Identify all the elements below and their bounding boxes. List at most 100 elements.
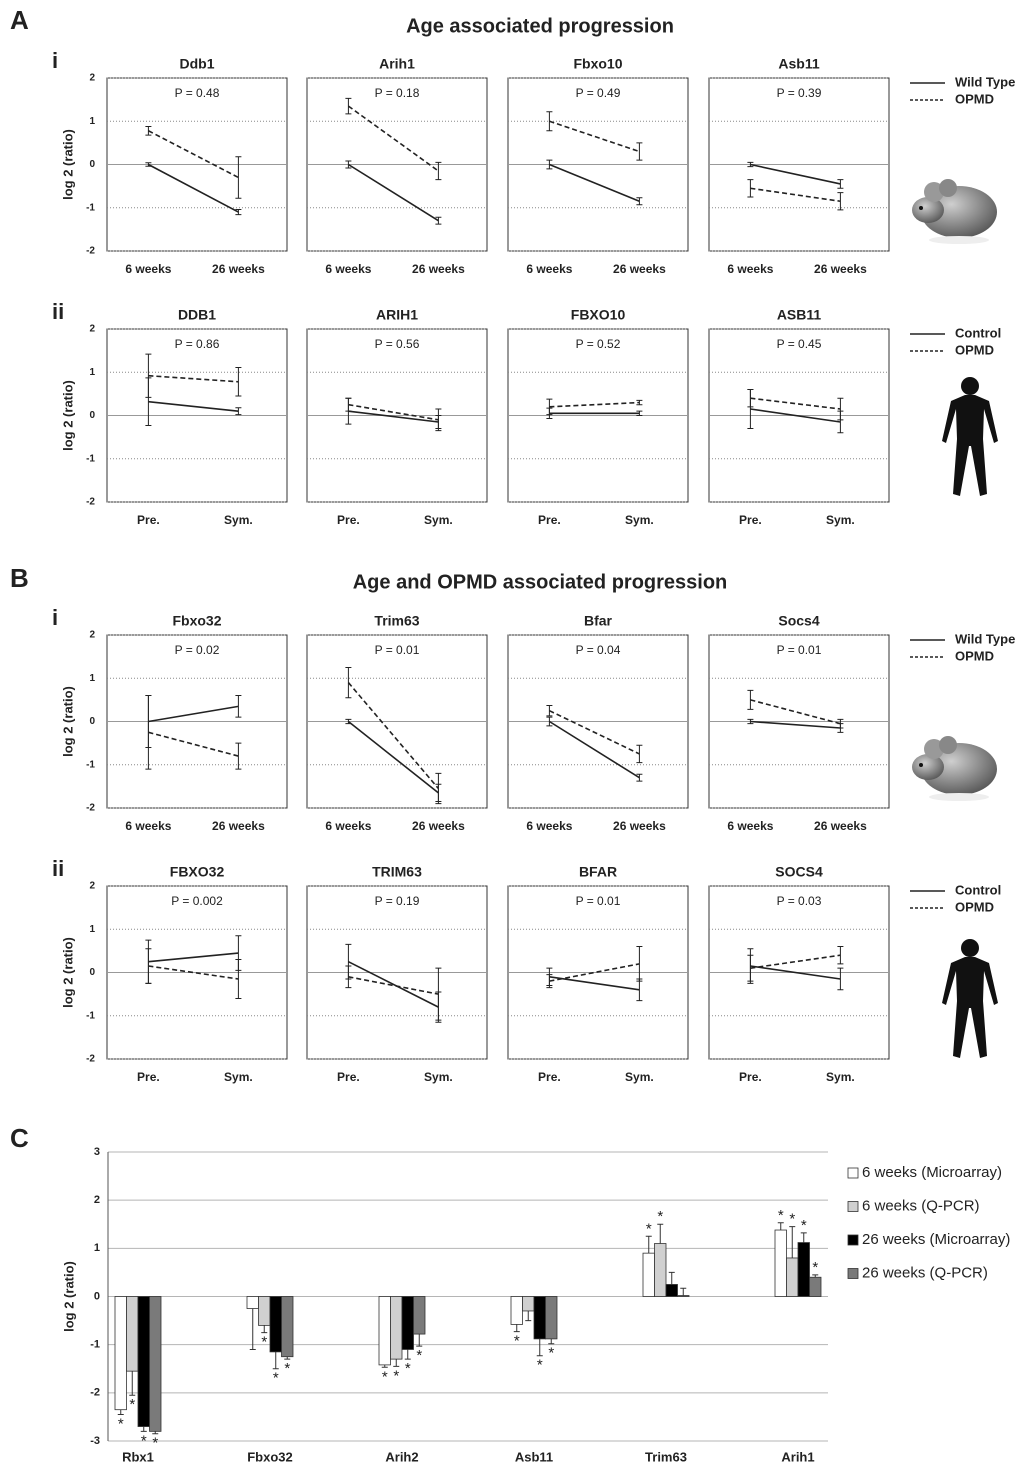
- x-tick-label: Pre.: [337, 513, 360, 527]
- series-line: [348, 976, 439, 995]
- x-tick-label: Sym.: [424, 1070, 453, 1084]
- x-tick-label: 26 weeks: [212, 262, 265, 276]
- p-value: P = 0.18: [375, 86, 420, 100]
- legend-label: OPMD: [955, 91, 994, 106]
- legend-swatch: [847, 1234, 859, 1246]
- legend-label: Wild Type: [955, 631, 1015, 646]
- bar: [654, 1243, 667, 1297]
- error-bar: [249, 1308, 256, 1350]
- x-tick-label: Pre.: [538, 513, 561, 527]
- error-bar: [536, 1338, 543, 1357]
- x-tick-label: Sym.: [224, 513, 253, 527]
- error-bar: [546, 974, 553, 989]
- error-bar: [345, 718, 352, 725]
- y-tick-label: 0: [89, 716, 95, 727]
- y-tick-label: 2: [89, 881, 95, 892]
- error-bar: [636, 142, 643, 161]
- chart-title: ARIH1: [376, 307, 418, 323]
- y-tick-label: -2: [86, 1054, 95, 1065]
- error-bar: [657, 1223, 664, 1244]
- significance-mark: *: [416, 1347, 422, 1364]
- p-value: P = 0.19: [375, 894, 420, 908]
- x-tick-label: Asb11: [515, 1449, 553, 1464]
- error-bar: [747, 954, 754, 982]
- x-tick-label: 26 weeks: [613, 819, 666, 833]
- p-value: P = 0.56: [375, 337, 420, 351]
- error-bar: [636, 744, 643, 764]
- legend-label: 26 weeks (Microarray): [862, 1231, 1010, 1248]
- chart-title: Asb11: [778, 56, 819, 72]
- series-line: [549, 120, 640, 153]
- error-bar: [381, 1364, 388, 1368]
- x-tick-label: 26 weeks: [212, 819, 265, 833]
- x-tick-label: Arih1: [781, 1449, 814, 1464]
- series-line: [750, 720, 841, 729]
- mouse-icon: [912, 736, 997, 801]
- error-bar: [345, 97, 352, 115]
- error-bar: [393, 1359, 400, 1367]
- row-label: ii: [52, 856, 64, 881]
- y-tick-label: -1: [86, 453, 95, 464]
- legend-label: Wild Type: [955, 74, 1015, 89]
- significance-mark: *: [812, 1259, 818, 1276]
- series-line: [549, 709, 640, 755]
- error-bar: [416, 1334, 423, 1347]
- bar: [126, 1296, 139, 1372]
- p-value: P = 0.49: [576, 86, 621, 100]
- error-bar: [435, 967, 442, 1021]
- bar: [149, 1296, 162, 1432]
- y-tick-label: 1: [89, 673, 95, 684]
- significance-mark: *: [657, 1208, 663, 1225]
- chart-title: SOCS4: [775, 864, 823, 880]
- series-line: [750, 965, 841, 980]
- y-tick-label: 1: [89, 924, 95, 935]
- x-tick-label: Pre.: [137, 1070, 160, 1084]
- panel-title: Age and OPMD associated progression: [353, 571, 728, 593]
- chart-title: Bfar: [584, 613, 613, 629]
- error-bar: [117, 1409, 124, 1416]
- bar: [390, 1296, 403, 1360]
- y-tick-label: 1: [94, 1242, 100, 1254]
- bar: [774, 1229, 787, 1297]
- legend-swatch: [847, 1201, 859, 1212]
- legend-swatch: [847, 1268, 859, 1279]
- x-tick-label: 6 weeks: [325, 262, 371, 276]
- significance-mark: *: [118, 1415, 124, 1432]
- error-bar: [235, 366, 242, 397]
- p-value: P = 0.01: [576, 894, 621, 908]
- x-tick-label: 6 weeks: [727, 819, 773, 833]
- series-line: [348, 403, 439, 421]
- error-bar: [235, 959, 242, 999]
- chart-title: DDB1: [178, 307, 216, 323]
- x-tick-label: 6 weeks: [125, 262, 171, 276]
- p-value: P = 0.48: [175, 86, 220, 100]
- error-bar: [345, 160, 352, 169]
- series-line: [549, 401, 640, 408]
- error-bar: [235, 742, 242, 770]
- error-bar: [546, 111, 553, 132]
- y-tick-label: -2: [86, 246, 95, 257]
- error-bar: [777, 1222, 784, 1231]
- error-bar: [837, 967, 844, 991]
- chart-title: Fbxo32: [172, 613, 221, 629]
- series-line: [347, 720, 439, 794]
- series-line: [148, 705, 239, 723]
- y-tick-label: 2: [89, 73, 95, 84]
- y-tick-label: 0: [89, 159, 95, 170]
- human-icon: [942, 939, 998, 1058]
- legend-label: OPMD: [955, 342, 994, 357]
- error-bar: [548, 1338, 555, 1345]
- p-value: P = 0.01: [777, 643, 822, 657]
- error-bar: [345, 666, 352, 699]
- series-line: [548, 720, 640, 779]
- legend-label: 26 weeks (Q-PCR): [862, 1264, 988, 1281]
- p-value: P = 0.04: [576, 643, 621, 657]
- y-tick-label: 3: [94, 1146, 100, 1158]
- bar: [378, 1296, 391, 1366]
- error-bar: [345, 397, 352, 412]
- x-tick-label: Pre.: [739, 1070, 762, 1084]
- series-line: [549, 976, 640, 991]
- significance-mark: *: [778, 1207, 784, 1224]
- x-tick-label: 6 weeks: [125, 819, 171, 833]
- bar: [545, 1296, 558, 1340]
